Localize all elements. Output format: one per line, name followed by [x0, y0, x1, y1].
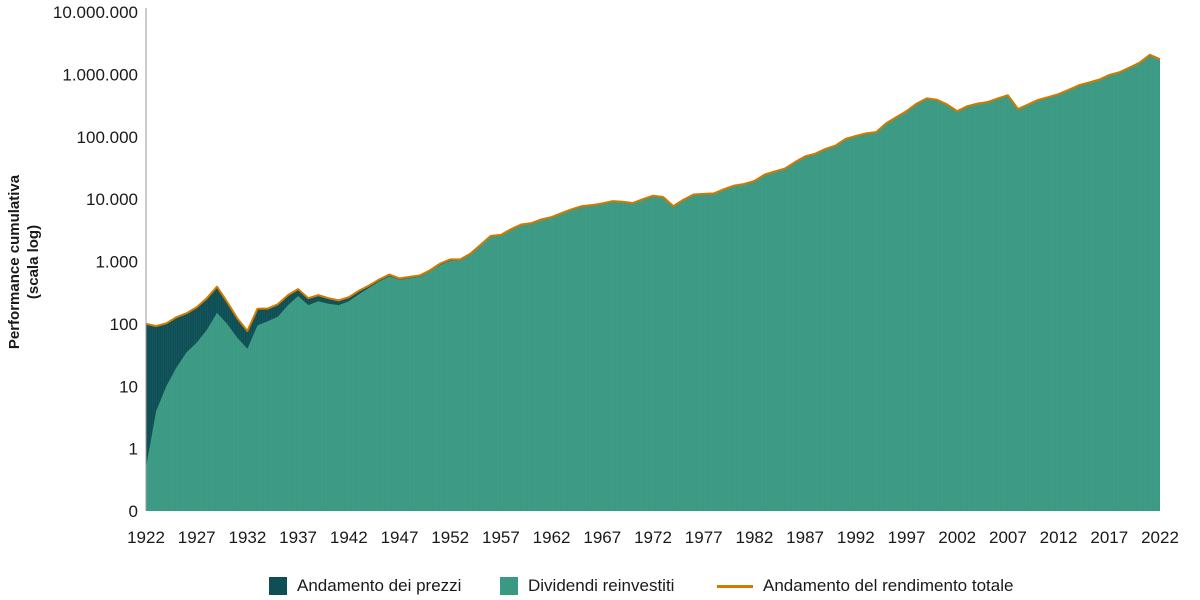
x-tick-label: 1927: [178, 528, 216, 547]
x-tick-label: 1982: [735, 528, 773, 547]
x-tick-label: 2022: [1141, 528, 1179, 547]
x-tick-label: 1957: [482, 528, 520, 547]
x-tick-label: 1942: [330, 528, 368, 547]
plot-area: [145, 12, 1161, 511]
y-tick-label: 100: [110, 315, 138, 334]
legend-item-rendimento: Andamento del rendimento totale: [717, 574, 1013, 598]
x-tick-label: 1992: [837, 528, 875, 547]
x-tick-label: 1972: [634, 528, 672, 547]
y-tick-label: 10.000: [86, 190, 138, 209]
series-area-dividendi: [146, 55, 1160, 511]
x-tick-label: 2017: [1090, 528, 1128, 547]
legend-swatch-rendimento: [717, 584, 753, 588]
y-tick-label: 1.000.000: [62, 65, 138, 84]
y-tick-label: 10: [119, 377, 138, 396]
x-tick-label: 2012: [1040, 528, 1078, 547]
x-tick-label: 1977: [685, 528, 723, 547]
y-axis-label-line-1: Performance cumulativa: [6, 174, 23, 349]
x-tick-label: 1962: [533, 528, 571, 547]
x-tick-label: 1947: [381, 528, 419, 547]
x-tick-label: 1937: [279, 528, 317, 547]
x-axis: 1922 1927 1932 1937 1942 1947 1952 1957 1962 1967…: [127, 528, 1179, 547]
y-tick-label: 1.000: [95, 253, 138, 272]
legend-item-prezzi: Andamento dei prezzi: [269, 574, 461, 598]
y-tick-label: 10.000.000: [53, 3, 138, 22]
legend-label-prezzi: Andamento dei prezzi: [297, 576, 462, 595]
x-tick-label: 1932: [228, 528, 266, 547]
legend-item-dividendi: Dividendi reinvestiti: [500, 574, 674, 598]
y-axis-label: Performance cumulativa (scala log): [6, 174, 42, 349]
legend-swatch-prezzi: [269, 577, 287, 595]
y-tick-label: 100.000: [77, 128, 138, 147]
x-tick-label: 1987: [786, 528, 824, 547]
series-line-rendimento: [145, 53, 1161, 332]
legend: Andamento dei prezzi Dividendi reinvesti…: [0, 574, 1200, 598]
x-tick-label: 1952: [431, 528, 469, 547]
y-tick-label: 1: [129, 440, 138, 459]
y-axis: 0 1 10 100 1.000 10.000 100.000 1.000.000 10.000…: [53, 3, 138, 521]
x-tick-label: 2007: [989, 528, 1027, 547]
legend-label-rendimento: Andamento del rendimento totale: [763, 576, 1014, 595]
x-tick-label: 1922: [127, 528, 165, 547]
y-tick-label: 0: [129, 502, 138, 521]
y-axis-label-line-2: (scala log): [25, 225, 42, 299]
x-tick-label: 2002: [938, 528, 976, 547]
x-tick-label: 1967: [583, 528, 621, 547]
legend-label-dividendi: Dividendi reinvestiti: [528, 576, 675, 595]
x-tick-label: 1997: [888, 528, 926, 547]
legend-swatch-dividendi: [500, 577, 518, 595]
